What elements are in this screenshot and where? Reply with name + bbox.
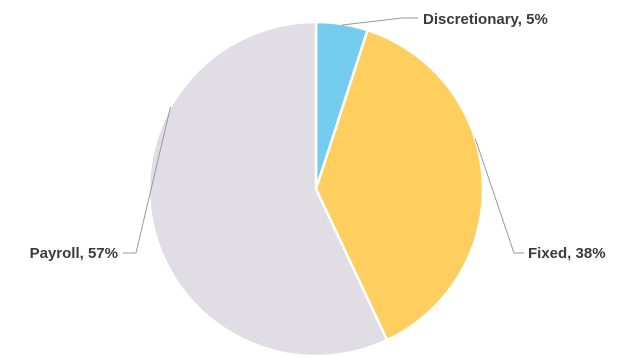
leader-line-fixed [474,138,524,254]
leader-line-payroll [123,106,171,254]
leader-lines [123,17,524,254]
pie-slice-payroll [147,20,389,358]
pie-slice-fixed [314,28,485,342]
leader-line-discretionary [341,17,418,26]
slice-label-discretionary: Discretionary, 5% [423,11,548,28]
slice-label-fixed: Fixed, 38% [528,245,606,262]
pie-slices [147,20,485,358]
slice-label-payroll: Payroll, 57% [30,245,118,262]
